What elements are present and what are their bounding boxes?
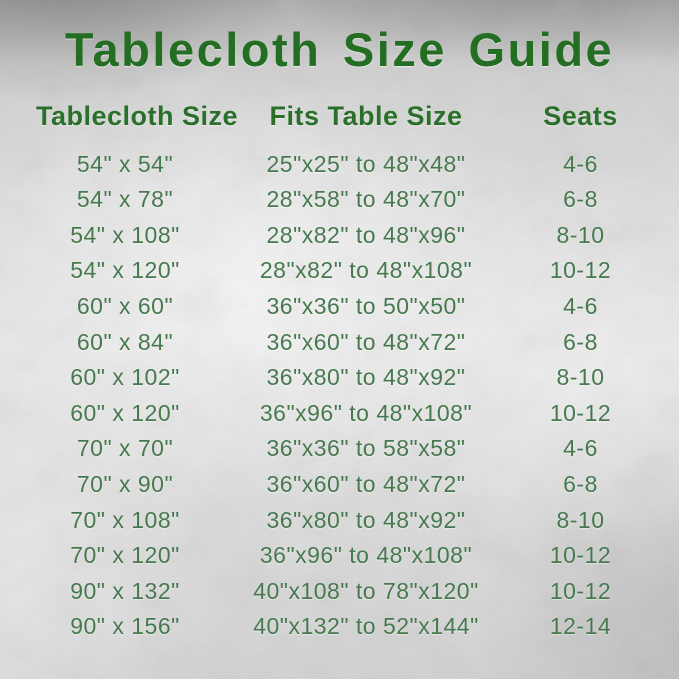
table-cell: 60" x 60" xyxy=(76,293,174,320)
table-row: 60" x 120" 36"x96" to 48"x108" 10-12 xyxy=(0,396,679,432)
table-cell: 36"x96" to 48"x108" xyxy=(259,399,473,426)
table-cell: 10-12 xyxy=(549,399,612,426)
table-header-row: Tablecloth Size Fits Table Size Seats xyxy=(0,98,679,134)
table-cell: 4-6 xyxy=(563,150,598,177)
table-cell: 12-14 xyxy=(549,613,612,640)
table-cell: 40"x108" to 78"x120" xyxy=(253,577,479,604)
table-cell: 4-6 xyxy=(563,435,598,462)
table-cell: 36"x80" to 48"x92" xyxy=(266,506,466,533)
table-cell: 36"x60" to 48"x72" xyxy=(266,328,466,355)
table-cell: 70" x 90" xyxy=(76,471,174,498)
page-title: Tablecloth Size Guide xyxy=(64,23,615,76)
table-cell: 4-6 xyxy=(563,293,598,320)
table-row: 54" x 120" 28"x82" to 48"x108" 10-12 xyxy=(0,253,679,289)
table-cell: 28"x82" to 48"x108" xyxy=(259,257,473,284)
table-cell: 54" x 120" xyxy=(70,257,180,284)
table-cell: 6-8 xyxy=(563,186,598,213)
table-cell: 36"x60" to 48"x72" xyxy=(266,471,466,498)
table-row: 60" x 102" 36"x80" to 48"x92" 8-10 xyxy=(0,360,679,396)
table-row: 54" x 78" 28"x58" to 48"x70" 6-8 xyxy=(0,182,679,218)
table-cell: 40"x132" to 52"x144" xyxy=(253,613,479,640)
table-row: 54" x 54" 25"x25" to 48"x48" 4-6 xyxy=(0,146,679,182)
table-cell: 60" x 102" xyxy=(70,364,180,391)
table-cell: 28"x82" to 48"x96" xyxy=(266,221,466,248)
table-row: 90" x 156" 40"x132" to 52"x144" 12-14 xyxy=(0,609,679,645)
table-cell: 36"x36" to 50"x50" xyxy=(266,293,466,320)
column-header-seats: Seats xyxy=(543,100,618,131)
table-cell: 54" x 108" xyxy=(70,221,180,248)
table-row: 70" x 90" 36"x60" to 48"x72" 6-8 xyxy=(0,467,679,503)
table-cell: 36"x36" to 58"x58" xyxy=(266,435,466,462)
table-cell: 8-10 xyxy=(556,364,605,391)
size-table-body: 54" x 54" 25"x25" to 48"x48" 4-6 54" x 78" 2… xyxy=(0,146,679,644)
table-cell: 54" x 78" xyxy=(76,186,174,213)
table-cell: 60" x 120" xyxy=(70,399,180,426)
table-row: 70" x 108" 36"x80" to 48"x92" 8-10 xyxy=(0,502,679,538)
table-cell: 10-12 xyxy=(549,257,612,284)
table-row: 54" x 108" 28"x82" to 48"x96" 8-10 xyxy=(0,218,679,254)
table-cell: 70" x 108" xyxy=(70,506,180,533)
table-cell: 60" x 84" xyxy=(76,328,174,355)
table-cell: 6-8 xyxy=(563,471,598,498)
table-cell: 8-10 xyxy=(556,221,605,248)
column-header-fits-table-size: Fits Table Size xyxy=(269,100,463,131)
table-cell: 70" x 70" xyxy=(76,435,174,462)
table-cell: 36"x96" to 48"x108" xyxy=(259,542,473,569)
table-cell: 6-8 xyxy=(563,328,598,355)
table-cell: 36"x80" to 48"x92" xyxy=(266,364,466,391)
table-cell: 90" x 132" xyxy=(70,577,180,604)
table-row: 60" x 84" 36"x60" to 48"x72" 6-8 xyxy=(0,324,679,360)
table-cell: 10-12 xyxy=(549,542,612,569)
table-cell: 28"x58" to 48"x70" xyxy=(266,186,466,213)
table-cell: 25"x25" to 48"x48" xyxy=(266,150,466,177)
table-cell: 70" x 120" xyxy=(70,542,180,569)
table-row: 70" x 120" 36"x96" to 48"x108" 10-12 xyxy=(0,538,679,574)
column-header-tablecloth-size: Tablecloth Size xyxy=(35,100,239,131)
table-row: 60" x 60" 36"x36" to 50"x50" 4-6 xyxy=(0,289,679,325)
table-cell: 90" x 156" xyxy=(70,613,180,640)
table-row: 70" x 70" 36"x36" to 58"x58" 4-6 xyxy=(0,431,679,467)
table-row: 90" x 132" 40"x108" to 78"x120" 10-12 xyxy=(0,574,679,610)
table-cell: 54" x 54" xyxy=(76,150,174,177)
table-cell: 8-10 xyxy=(556,506,605,533)
table-cell: 10-12 xyxy=(549,577,612,604)
